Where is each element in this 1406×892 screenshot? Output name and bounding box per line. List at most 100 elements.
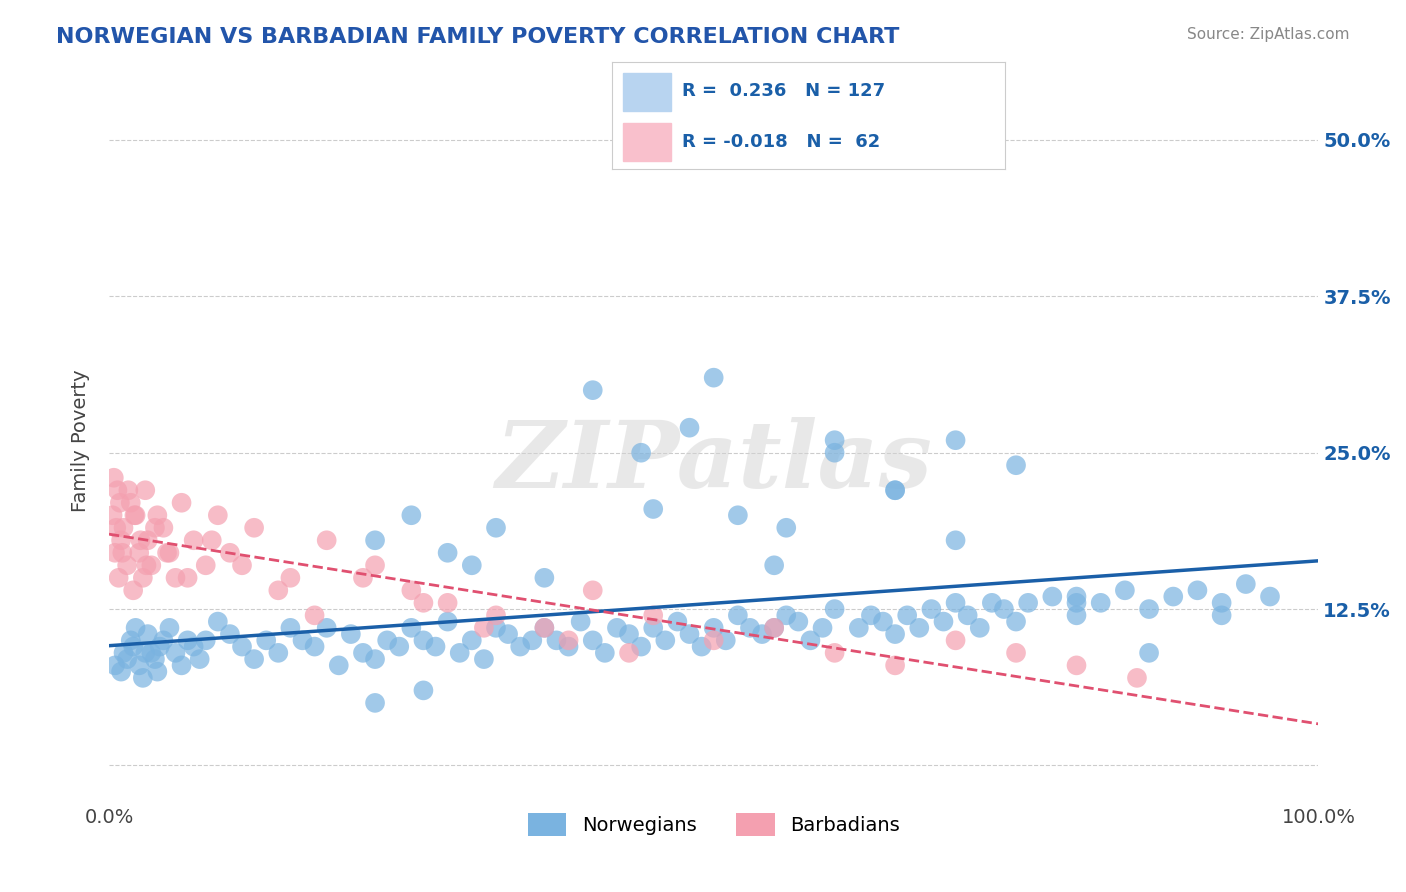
Point bbox=[159, 621, 181, 635]
Point bbox=[1066, 658, 1088, 673]
Point bbox=[267, 646, 290, 660]
Point bbox=[231, 558, 253, 573]
Point bbox=[122, 640, 145, 654]
Point bbox=[582, 383, 605, 397]
Point bbox=[219, 627, 242, 641]
Point bbox=[824, 646, 846, 660]
Point bbox=[1258, 590, 1281, 604]
Point bbox=[183, 640, 205, 654]
Point bbox=[117, 483, 139, 498]
Point bbox=[243, 521, 266, 535]
Point bbox=[799, 633, 821, 648]
Point bbox=[132, 571, 155, 585]
Point bbox=[159, 546, 181, 560]
Point bbox=[617, 627, 640, 641]
Point bbox=[112, 646, 135, 660]
Point bbox=[533, 571, 555, 585]
Point bbox=[1005, 458, 1028, 473]
Point bbox=[643, 502, 665, 516]
Point bbox=[134, 646, 156, 660]
Text: NORWEGIAN VS BARBADIAN FAMILY POVERTY CORRELATION CHART: NORWEGIAN VS BARBADIAN FAMILY POVERTY CO… bbox=[56, 27, 900, 46]
Point bbox=[884, 627, 907, 641]
Point bbox=[111, 546, 134, 560]
Point bbox=[104, 546, 127, 560]
Point bbox=[593, 646, 616, 660]
Point bbox=[122, 583, 145, 598]
Point bbox=[1137, 602, 1160, 616]
Point bbox=[1211, 608, 1233, 623]
Point bbox=[1017, 596, 1039, 610]
Point bbox=[219, 546, 242, 560]
Point bbox=[727, 508, 749, 523]
Point bbox=[201, 533, 224, 548]
Point bbox=[412, 596, 434, 610]
Point bbox=[1066, 596, 1088, 610]
Bar bbox=[623, 123, 671, 161]
Point bbox=[884, 483, 907, 498]
Text: Source: ZipAtlas.com: Source: ZipAtlas.com bbox=[1187, 27, 1350, 42]
Point bbox=[176, 633, 198, 648]
Point bbox=[557, 640, 579, 654]
Point bbox=[170, 658, 193, 673]
Point bbox=[654, 633, 676, 648]
Point bbox=[884, 483, 907, 498]
Point bbox=[120, 633, 142, 648]
Point bbox=[848, 621, 870, 635]
Point bbox=[643, 621, 665, 635]
Point bbox=[690, 640, 713, 654]
Point bbox=[582, 633, 605, 648]
Point bbox=[969, 621, 991, 635]
Point bbox=[176, 571, 198, 585]
Point bbox=[714, 633, 737, 648]
Point bbox=[170, 496, 193, 510]
Point bbox=[110, 665, 132, 679]
Point bbox=[993, 602, 1015, 616]
Point bbox=[1066, 590, 1088, 604]
Point bbox=[811, 621, 834, 635]
Bar bbox=[623, 73, 671, 111]
Point bbox=[194, 558, 217, 573]
Point bbox=[630, 446, 652, 460]
Point bbox=[108, 496, 131, 510]
Point bbox=[703, 633, 725, 648]
Point bbox=[107, 571, 129, 585]
Point bbox=[1040, 590, 1063, 604]
Point bbox=[110, 533, 132, 548]
Point bbox=[401, 583, 423, 598]
Point bbox=[401, 621, 423, 635]
Point bbox=[352, 646, 374, 660]
Point bbox=[101, 508, 124, 523]
Text: R = -0.018   N =  62: R = -0.018 N = 62 bbox=[682, 133, 880, 151]
Point bbox=[630, 640, 652, 654]
Point bbox=[1005, 615, 1028, 629]
Point bbox=[1211, 596, 1233, 610]
Point bbox=[328, 658, 350, 673]
Point bbox=[112, 521, 135, 535]
Point bbox=[617, 646, 640, 660]
Point bbox=[254, 633, 277, 648]
Point bbox=[388, 640, 411, 654]
Point bbox=[207, 615, 229, 629]
Point bbox=[884, 658, 907, 673]
Point bbox=[678, 627, 700, 641]
Point bbox=[533, 621, 555, 635]
Point bbox=[643, 608, 665, 623]
Point bbox=[412, 683, 434, 698]
Point bbox=[763, 621, 786, 635]
Legend: Norwegians, Barbadians: Norwegians, Barbadians bbox=[520, 805, 908, 844]
Point bbox=[375, 633, 398, 648]
Point bbox=[775, 608, 797, 623]
Point bbox=[141, 558, 163, 573]
Point bbox=[115, 652, 138, 666]
Point bbox=[136, 627, 159, 641]
Point bbox=[703, 370, 725, 384]
Point bbox=[436, 615, 458, 629]
Point bbox=[115, 558, 138, 573]
Point bbox=[364, 558, 387, 573]
Point bbox=[485, 621, 508, 635]
Point bbox=[401, 508, 423, 523]
Point bbox=[364, 652, 387, 666]
Point bbox=[872, 615, 894, 629]
Point bbox=[461, 558, 484, 573]
Point bbox=[188, 652, 211, 666]
